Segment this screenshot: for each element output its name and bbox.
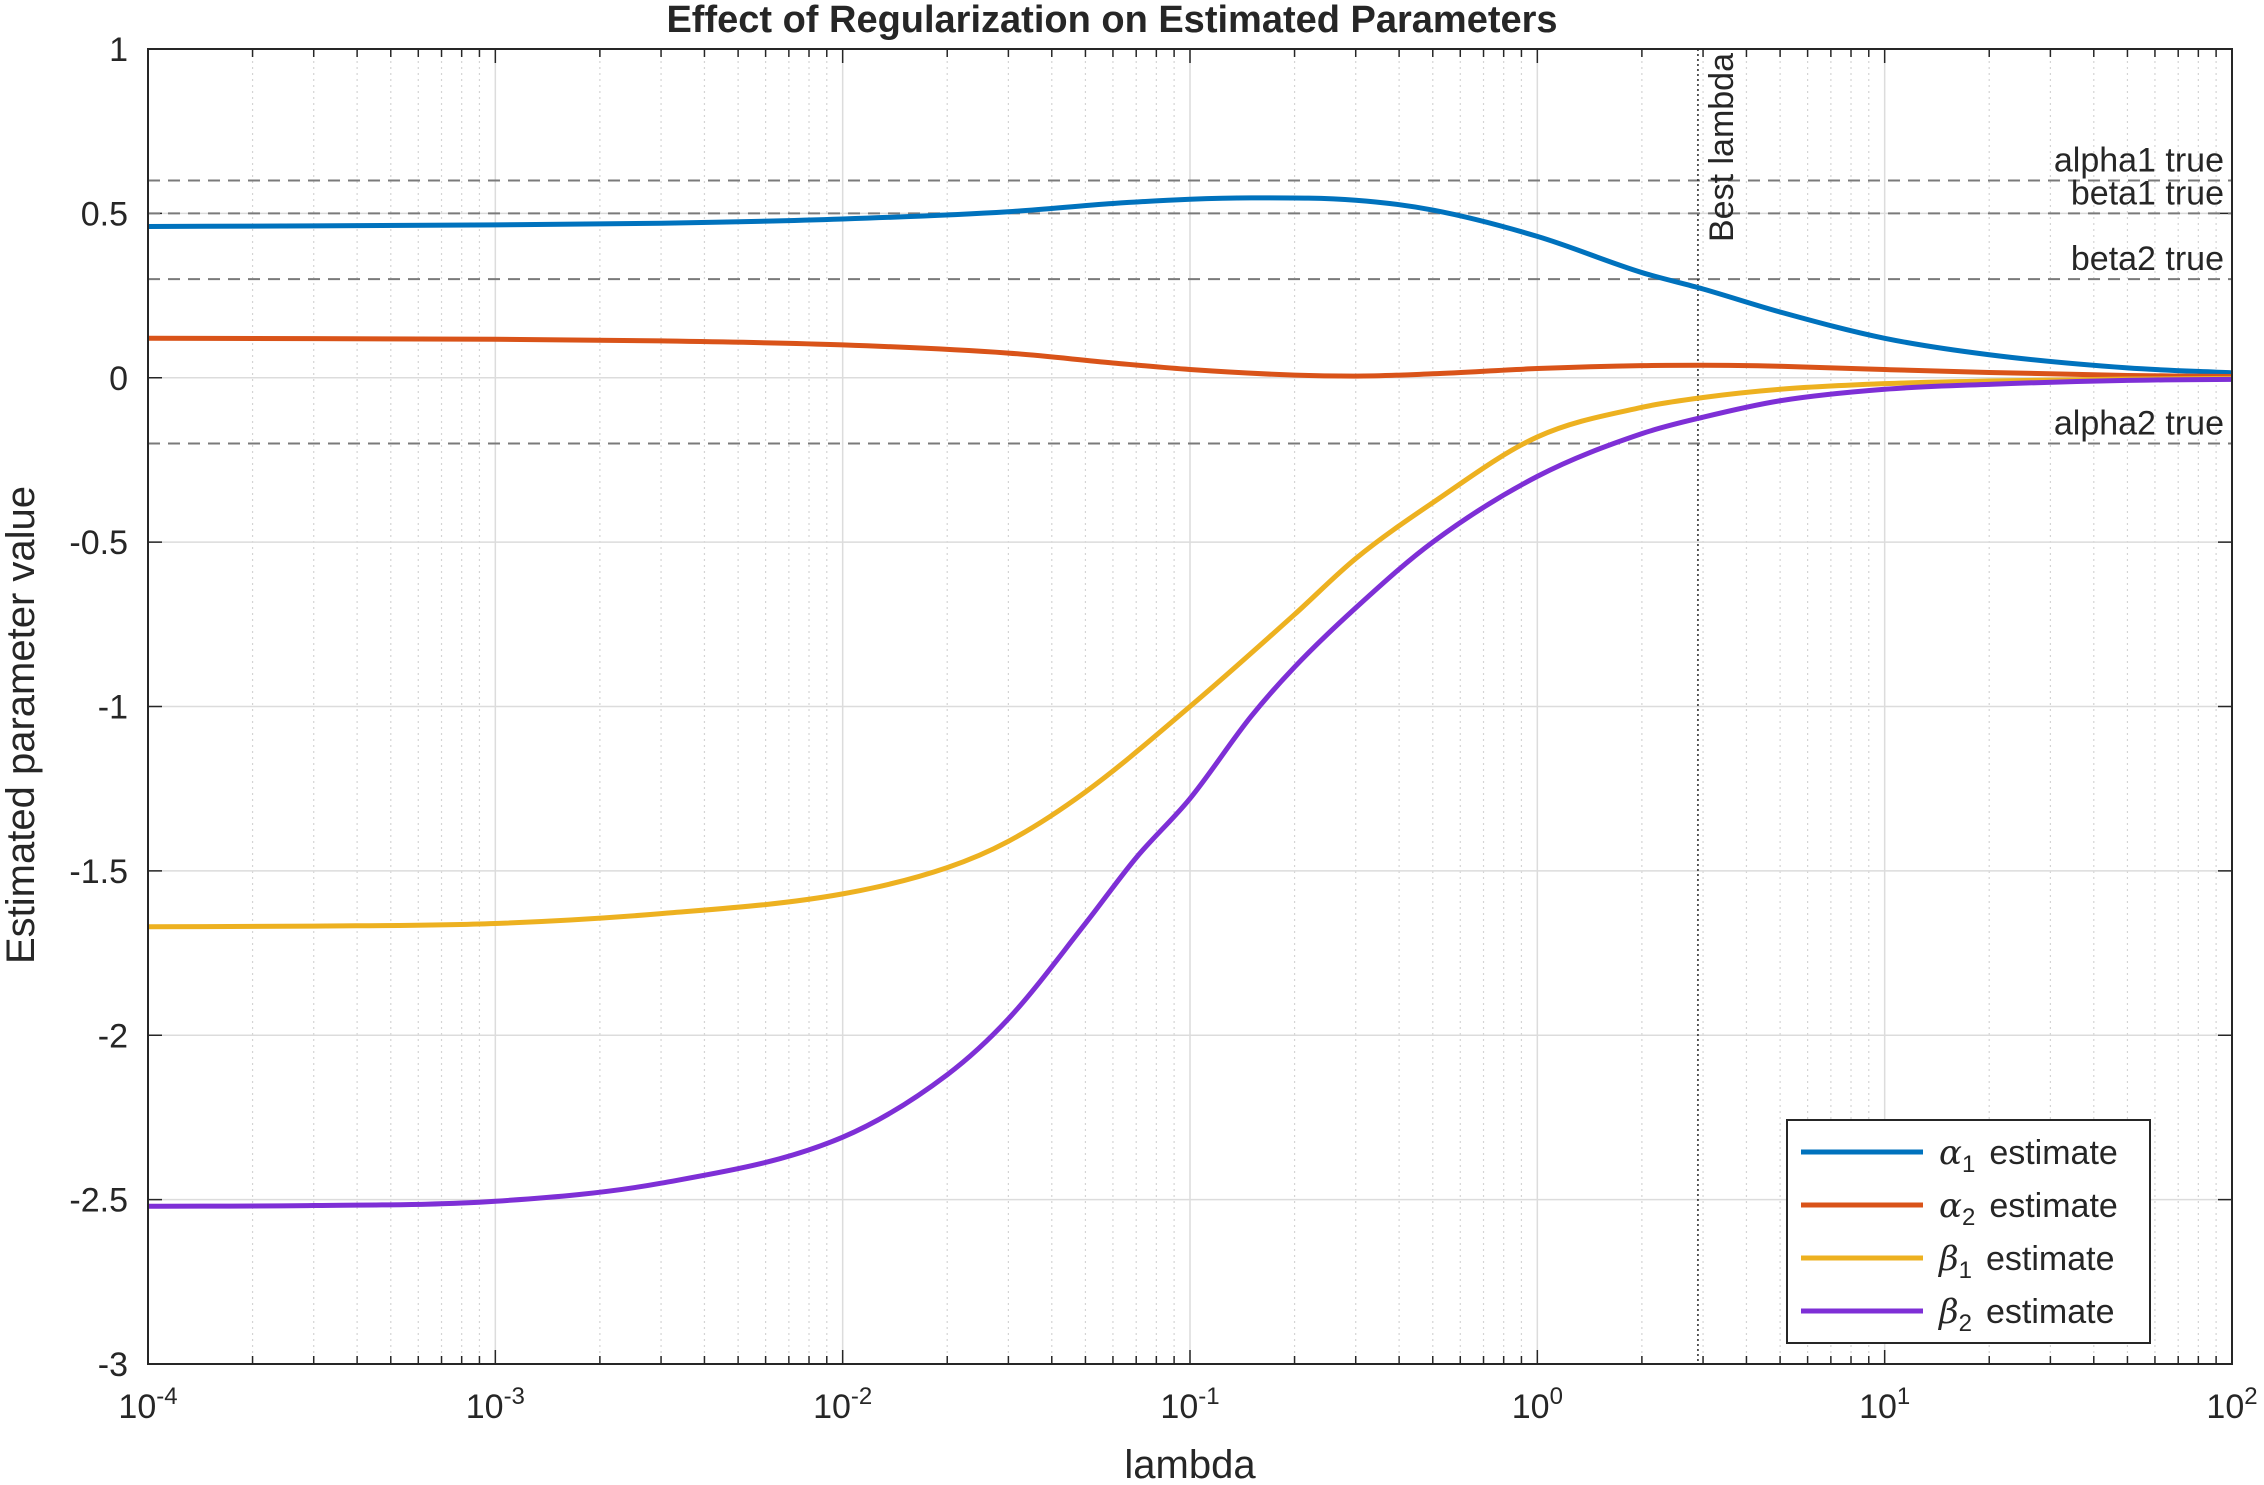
legend-box	[1786, 1119, 2151, 1344]
x-tick-label: 101	[1859, 1383, 1910, 1426]
series-line-β1	[147, 375, 2233, 930]
y-tick-label: 1	[109, 31, 128, 69]
x-tick-label: 10-2	[813, 1383, 872, 1426]
y-tick-label: -3	[98, 1346, 128, 1384]
best-lambda-label: Best lambda	[1703, 53, 1741, 242]
reference-line-label: beta1 true	[2071, 174, 2224, 212]
y-tick-label: -1.5	[69, 853, 128, 891]
chart-title: Effect of Regularization on Estimated Pa…	[666, 0, 1557, 41]
legend-entry: β2 estimate	[1937, 1292, 2115, 1337]
legend-entry: α2 estimate	[1939, 1186, 2118, 1231]
y-axis-label: Estimated parameter value	[0, 486, 43, 964]
y-tick-label: 0	[109, 360, 128, 398]
y-tick-label: -2	[98, 1017, 128, 1055]
axes-box	[147, 48, 2233, 1365]
x-axis-label: lambda	[1124, 1443, 1256, 1485]
x-tick-label: 10-1	[1160, 1383, 1219, 1426]
x-tick-label: 10-4	[118, 1383, 177, 1426]
y-tick-label: -2.5	[69, 1182, 128, 1220]
series-line-α2	[147, 335, 2233, 379]
legend-entry: β1 estimate	[1937, 1239, 2115, 1284]
series-line-α1	[147, 195, 2233, 376]
reference-line-label: beta2 true	[2071, 240, 2224, 278]
x-tick-label: 100	[1512, 1383, 1563, 1426]
plot-area: 10-4 10-3 10-2 10-1 100 101 102 1 0.5 0 -0.5 -1 -1.5…	[69, 31, 2257, 1426]
reference-line-label: alpha2 true	[2054, 405, 2224, 443]
legend: α1 estimate α2 estimate β1 estimate β2 estimate	[1786, 1119, 2151, 1344]
y-tick-label: -0.5	[69, 524, 128, 562]
x-tick-label: 102	[2206, 1383, 2257, 1426]
reference-line-label: alpha1 true	[2054, 142, 2224, 180]
y-tick-label: -1	[98, 689, 128, 727]
x-tick-label: 10-3	[466, 1383, 525, 1426]
legend-entry: α1 estimate	[1939, 1133, 2118, 1178]
series-line-β2	[147, 376, 2233, 1209]
y-tick-label: 0.5	[81, 195, 128, 233]
